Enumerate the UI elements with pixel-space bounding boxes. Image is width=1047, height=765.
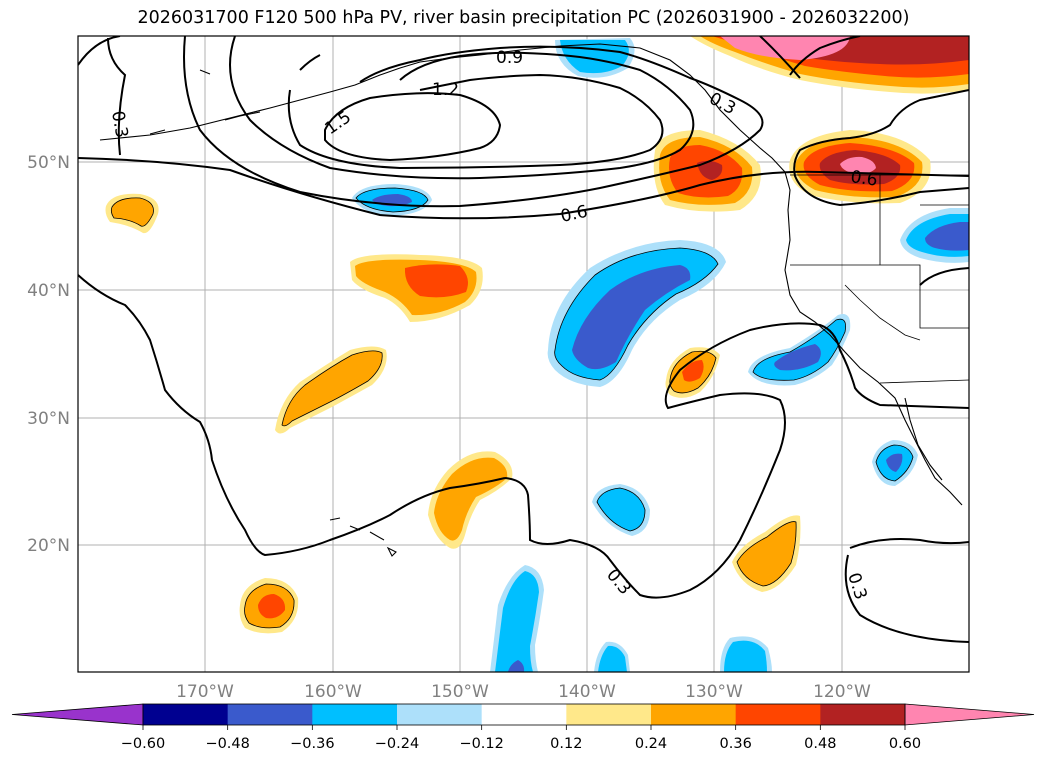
contour-0-6-east bbox=[793, 89, 969, 207]
contour-1-2 bbox=[287, 73, 664, 170]
colorbar-frame bbox=[142, 703, 906, 726]
pos-region-hawaii-north-024 bbox=[434, 457, 508, 541]
outline-30n bbox=[281, 350, 383, 427]
contour-0-6-inner bbox=[183, 36, 764, 208]
neg-region-south-b-024 bbox=[724, 640, 767, 672]
colorbar-tick-label: −0.36 bbox=[290, 736, 334, 752]
contour-0-3-east bbox=[919, 267, 969, 286]
contour-label: 0.3 bbox=[107, 109, 131, 139]
colorbar-labels: −0.60 −0.48 −0.36 −0.24 −0.12 0.12 0.24 0.36 0.4… bbox=[121, 736, 921, 752]
pos-region-30n-024 bbox=[282, 350, 383, 426]
colorbar-cell bbox=[820, 704, 906, 725]
colorbar-tick-label: −0.12 bbox=[459, 736, 503, 752]
colorbar-cells bbox=[11, 703, 1035, 726]
outline-20n bbox=[736, 521, 797, 587]
contour-label: 1.2 bbox=[432, 80, 459, 100]
lat-axis: 50°N 40°N 30°N 20°N bbox=[27, 153, 70, 556]
colorbar-ticks bbox=[142, 725, 906, 730]
plot-title: 2026031700 F120 500 hPa PV, river basin … bbox=[137, 8, 910, 28]
contour-1-5 bbox=[324, 92, 502, 162]
neg-region-24n-024 bbox=[597, 488, 645, 531]
colorbar-cell bbox=[143, 704, 229, 725]
colorbar-cell bbox=[651, 704, 737, 725]
map-frame bbox=[77, 35, 970, 673]
colorbar-cell bbox=[566, 704, 652, 725]
contour-0-3-south bbox=[78, 274, 969, 599]
lat-label-40n: 40°N bbox=[27, 281, 70, 301]
border-states-c bbox=[844, 284, 921, 341]
coastlines bbox=[99, 43, 963, 557]
border-us-mexico bbox=[879, 379, 969, 384]
lon-label-140w: 140°W bbox=[558, 682, 616, 702]
neg-region-socal-036 bbox=[774, 344, 821, 371]
lat-label-20n: 20°N bbox=[27, 536, 70, 556]
colorbar-tick-label: 0.24 bbox=[635, 736, 667, 752]
colorbar-tick-label: −0.60 bbox=[121, 736, 165, 752]
lon-label-160w: 160°W bbox=[304, 682, 362, 702]
lon-label-120w: 120°W bbox=[813, 682, 871, 702]
outline-southwest bbox=[554, 247, 719, 381]
border-states-a bbox=[790, 264, 969, 329]
lon-label-170w: 170°W bbox=[176, 682, 234, 702]
lon-label-130w: 130°W bbox=[685, 682, 743, 702]
pos-region-canada-060 bbox=[720, 36, 850, 60]
colorbar-cell bbox=[227, 704, 313, 725]
pos-region-20n-024 bbox=[737, 521, 797, 586]
pos-region-wa-coast-048 bbox=[697, 160, 723, 180]
contour-0-3-southeast bbox=[844, 538, 969, 643]
coastline-hawaii bbox=[329, 517, 397, 557]
map-panel: 0.3 0.3 0.3 0.3 0.6 0.6 0.9 1.2 1.5 bbox=[77, 35, 970, 673]
outline-baja bbox=[875, 444, 914, 482]
contour-label: 0.6 bbox=[849, 167, 879, 191]
colorbar: −0.60 −0.48 −0.36 −0.24 −0.12 0.12 0.24 0.36 0.4… bbox=[11, 703, 1035, 752]
pos-region-idaho-060 bbox=[840, 156, 876, 175]
neg-region-east-036 bbox=[925, 222, 969, 251]
outline-24n bbox=[596, 487, 646, 532]
coastline-north-america bbox=[99, 43, 963, 506]
outline-offshore bbox=[669, 350, 717, 394]
outline-south bbox=[244, 583, 295, 629]
pos-region-far-west-024 bbox=[111, 197, 154, 227]
contour-0-6-lower bbox=[78, 157, 969, 220]
lon-axis: 170°W 160°W 150°W 140°W 130°W 120°W bbox=[176, 682, 871, 702]
pos-region-offshore-036 bbox=[682, 360, 704, 382]
colorbar-extend-max bbox=[904, 703, 1035, 726]
colorbar-cell bbox=[735, 704, 821, 725]
colorbar-tick-label: −0.24 bbox=[375, 736, 419, 752]
colorbar-extend-min bbox=[11, 703, 144, 726]
neg-region-south-strip-036 bbox=[508, 660, 525, 672]
pos-region-central-036 bbox=[404, 264, 468, 298]
colorbar-tick-label: −0.48 bbox=[205, 736, 249, 752]
contour-0-3-north bbox=[759, 36, 861, 79]
neg-region-south-a-024 bbox=[598, 645, 627, 672]
pv-contours bbox=[78, 36, 969, 643]
neg-region-south-strip-024 bbox=[495, 571, 539, 672]
contour-label: 0.9 bbox=[496, 48, 523, 68]
colorbar-tick-label: 0.60 bbox=[889, 736, 921, 752]
outline-far-west bbox=[110, 197, 154, 227]
coastline-aleutians bbox=[149, 69, 261, 135]
lat-label-30n: 30°N bbox=[27, 409, 70, 429]
contour-0-9 bbox=[229, 36, 695, 180]
neg-region-baja-036 bbox=[886, 453, 903, 472]
neg-region-southwest-036 bbox=[572, 265, 691, 370]
lon-label-150w: 150°W bbox=[431, 682, 489, 702]
outline-socal bbox=[752, 318, 846, 381]
colorbar-cell bbox=[397, 704, 483, 725]
colorbar-tick-label: 0.12 bbox=[550, 736, 582, 752]
lat-label-50n: 50°N bbox=[27, 153, 70, 173]
pos-region-south-036 bbox=[258, 594, 286, 619]
colorbar-cell bbox=[312, 704, 398, 725]
outline-gulf bbox=[355, 187, 429, 213]
colorbar-cell bbox=[481, 704, 567, 725]
coastline-baja bbox=[904, 397, 943, 481]
shading-outlines bbox=[110, 187, 914, 629]
contour-0-3-west bbox=[78, 36, 127, 156]
border-states-b bbox=[879, 175, 969, 265]
colorbar-tick-label: 0.36 bbox=[720, 736, 752, 752]
colorbar-tick-label: 0.48 bbox=[804, 736, 836, 752]
